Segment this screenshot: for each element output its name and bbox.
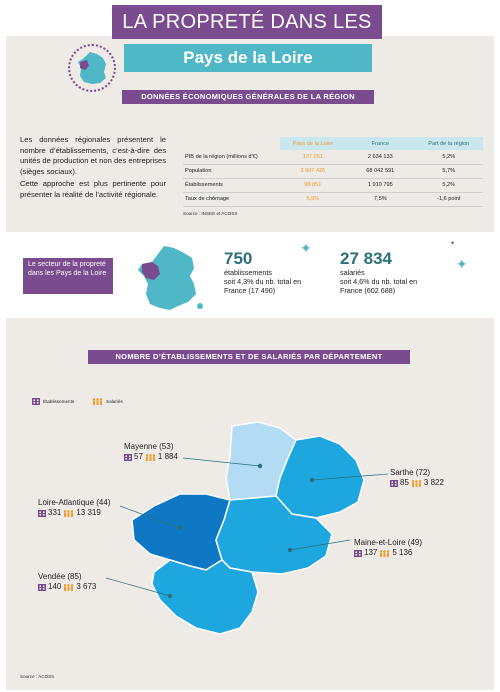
intro-text: Les données régionales présentent le nom… — [20, 135, 166, 203]
table-cell: -1,6 point — [414, 192, 483, 207]
dept-sal-value: 1 884 — [157, 452, 178, 461]
table-header: Pays de la Loire — [279, 137, 347, 150]
legend-label: Établissements — [43, 399, 75, 404]
dept-name: Sarthe (72) — [390, 468, 431, 477]
france-mini-map-icon — [78, 52, 106, 84]
department-vendee — [151, 559, 259, 635]
dept-name: Vendée (85) — [38, 572, 82, 581]
table-row: PIB de la région (millions d’€) 137 051 … — [183, 150, 483, 165]
people-icon — [64, 583, 74, 591]
stat-label: salariés — [340, 268, 365, 277]
stat-detail: France (17 490) — [224, 286, 276, 295]
table-row: Établissements 98 851 1 910 795 5,2% — [183, 178, 483, 193]
department-loire-atlantique — [131, 493, 231, 571]
source-note: Source : INSEE et ACOSS — [183, 211, 238, 216]
intro-paragraph: Les données régionales présentent le nom… — [20, 135, 166, 176]
people-icon — [64, 509, 74, 517]
stat-establishments: 750 établissements soit 4,3% du nb. tota… — [224, 249, 302, 296]
stat-value: 750 — [224, 249, 253, 268]
people-icon — [380, 549, 390, 557]
building-icon — [354, 549, 362, 557]
map-legend: Établissements Salariés — [32, 398, 123, 405]
table-cell: 7,5% — [346, 192, 415, 207]
building-icon — [38, 509, 46, 517]
dept-sal-value: 3 822 — [423, 478, 444, 487]
table-header-row: Pays de la Loire France Part de la régio… — [183, 137, 483, 150]
dept-name: Loire-Atlantique (44) — [38, 498, 111, 507]
leader-dots — [167, 463, 315, 599]
dept-sal-value: 3 673 — [76, 582, 97, 591]
dept-sal-value: 13 319 — [76, 508, 101, 517]
table-header: Part de la région — [414, 137, 483, 150]
table-cell: Établissements — [183, 178, 280, 193]
dept-etab-value: 85 — [400, 478, 409, 487]
dept-sal-value: 5 136 — [392, 548, 413, 557]
dept-label-maine-et-loire: Maine-et-Loire (49) 137 5 136 — [354, 538, 422, 558]
dept-name: Mayenne (53) — [124, 442, 174, 451]
stat-detail: soit 4,3% du nb. total en — [224, 277, 302, 286]
stat-label: établissements — [224, 268, 272, 277]
table-cell: 5,2% — [414, 178, 483, 193]
region-title: Pays de la Loire — [124, 44, 372, 72]
department-sarthe — [275, 435, 365, 519]
table-cell: 1 910 795 — [346, 178, 415, 193]
table-cell: 137 051 — [279, 150, 347, 165]
table-row: Population 3 907 426 68 042 591 5,7% — [183, 164, 483, 179]
table-cell: 5,7% — [414, 164, 483, 179]
building-icon — [32, 398, 40, 405]
sparkle-icon: ✦ — [300, 240, 312, 256]
dept-label-mayenne: Mayenne (53) 57 1 884 — [124, 442, 178, 462]
people-icon — [145, 453, 156, 461]
sector-label: Le secteur de la propreté dans les Pays … — [23, 258, 113, 294]
department-maine-et-loire — [215, 495, 333, 575]
people-icon — [411, 479, 422, 487]
table-cell: 5,2% — [414, 150, 483, 165]
intro-paragraph: Cette approche est plus pertinente pour … — [20, 179, 166, 199]
stat-employees: 27 834 salariés soit 4,6% du nb. total e… — [340, 249, 418, 296]
table-row: Taux de chômage 5,9% 7,5% -1,6 point — [183, 192, 483, 207]
dept-etab-value: 137 — [364, 548, 378, 557]
stat-value: 27 834 — [340, 249, 392, 268]
page-title: LA PROPRETÉ DANS LES — [112, 5, 382, 39]
dept-etab-value: 140 — [48, 582, 62, 591]
sparkle-icon: ✦ — [450, 241, 456, 247]
building-icon — [38, 583, 46, 591]
dept-etab-value: 331 — [48, 508, 62, 517]
stat-detail: soit 4,6% du nb. total en — [340, 277, 418, 286]
table-cell: 98 851 — [279, 178, 347, 193]
table-cell: 68 042 591 — [346, 164, 415, 179]
table-cell: 3 907 426 — [279, 164, 347, 179]
table-cell: 5,9% — [279, 192, 347, 207]
table-cell: Taux de chômage — [183, 192, 280, 207]
dept-etab-value: 57 — [134, 452, 143, 461]
dept-name: Maine-et-Loire (49) — [354, 538, 423, 547]
sparkle-icon: ✦ — [456, 256, 468, 272]
region-badge — [68, 44, 116, 92]
stat-detail: France (602 688) — [340, 286, 396, 295]
dept-label-vendee: Vendée (85) 140 3 673 — [38, 572, 96, 592]
economic-data-table: Pays de la Loire France Part de la régio… — [183, 137, 483, 207]
leader-lines — [105, 457, 389, 597]
building-icon — [390, 479, 398, 487]
section-banner-economic: DONNÉES ÉCONOMIQUES GÉNÉRALES DE LA RÉGI… — [122, 90, 374, 104]
source-note: Source : ACOSS — [20, 674, 55, 679]
dept-label-sarthe: Sarthe (72) 85 3 822 — [390, 468, 444, 488]
legend-label: Salariés — [106, 399, 123, 404]
table-cell: Population — [183, 164, 280, 179]
table-cell: PIB de la région (millions d’€) — [183, 150, 280, 165]
people-icon — [92, 398, 103, 405]
building-icon — [124, 453, 132, 461]
dept-label-loire-atlantique: Loire-Atlantique (44) 331 13 319 — [38, 498, 110, 518]
france-map-icon — [138, 246, 203, 310]
table-cell: 2 634 133 — [346, 150, 415, 165]
section-banner-departments: NOMBRE D’ÉTABLISSEMENTS ET DE SALARIÉS P… — [88, 350, 410, 364]
table-header: France — [346, 137, 415, 150]
